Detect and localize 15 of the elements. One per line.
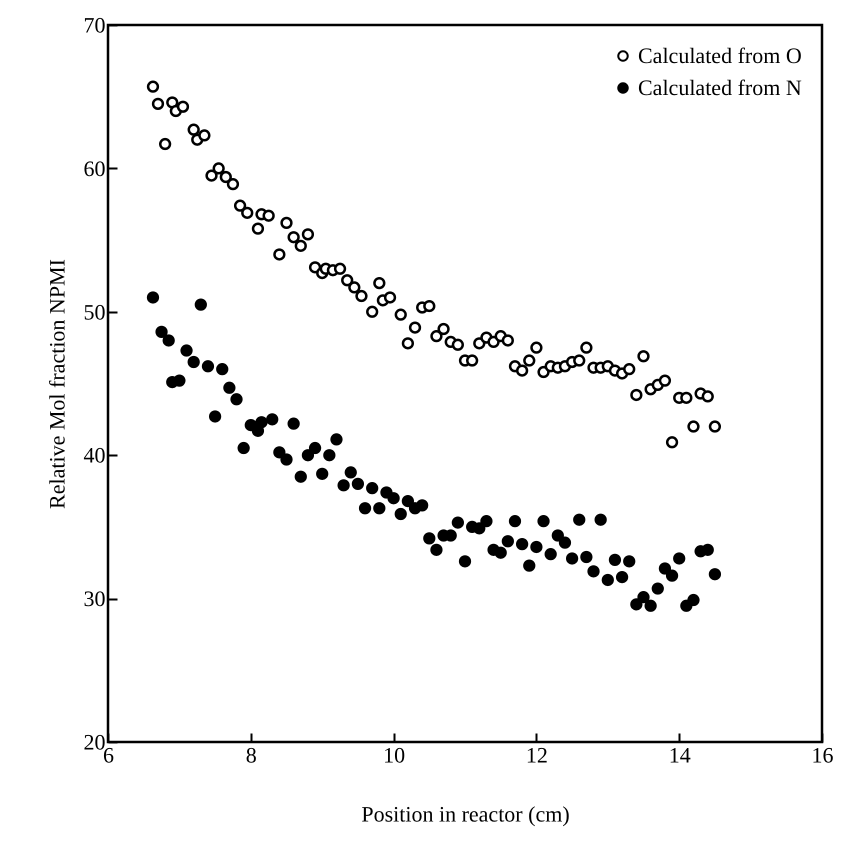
y-tick-label: 30 (84, 586, 106, 612)
y-tick-label: 40 (84, 442, 106, 468)
y-tick-label: 20 (84, 730, 106, 754)
legend-label: Calculated from O (638, 43, 802, 68)
y-tick-label: 50 (84, 299, 106, 324)
x-tick-label: 8 (246, 742, 257, 768)
x-tick-label: 16 (812, 742, 834, 768)
x-axis-title: Position in reactor (cm) (361, 802, 570, 826)
x-tick-label: 14 (668, 742, 691, 768)
y-axis-title: Relative Mol fraction NPMI (44, 259, 70, 509)
x-tick-label: 12 (526, 742, 548, 768)
y-tick-label: 70 (84, 12, 106, 38)
legend-label: Calculated from N (638, 75, 802, 100)
y-tick-label: 60 (84, 156, 106, 181)
x-tick-label: 10 (383, 742, 406, 768)
